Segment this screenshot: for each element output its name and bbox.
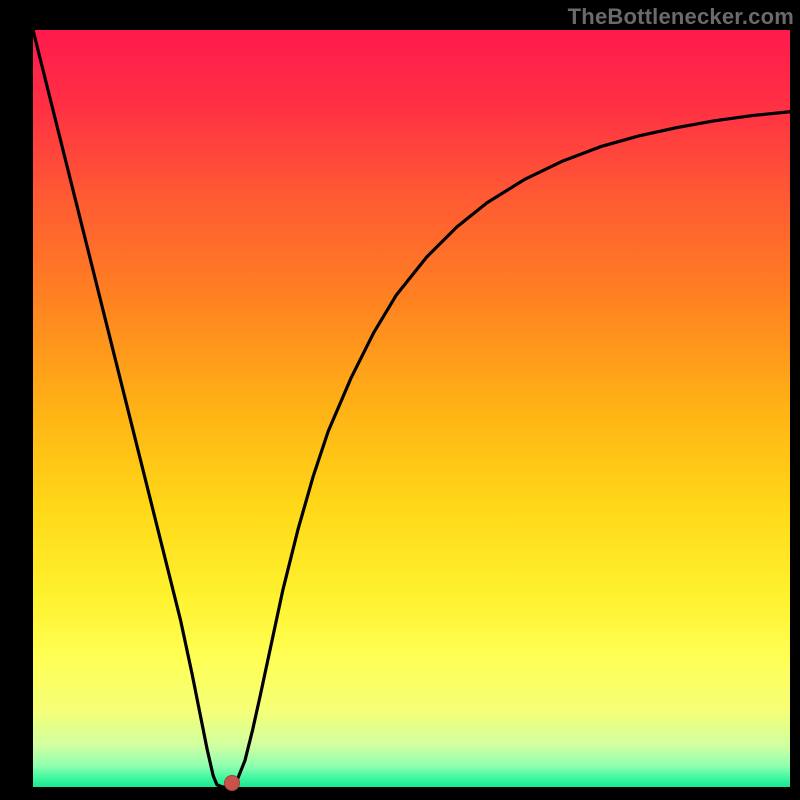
- watermark-text: TheBottlenecker.com: [568, 4, 794, 30]
- bottleneck-curve: [33, 30, 790, 787]
- minimum-marker: [224, 775, 240, 791]
- plot-area: [33, 30, 790, 787]
- chart-container: TheBottlenecker.com: [0, 0, 800, 800]
